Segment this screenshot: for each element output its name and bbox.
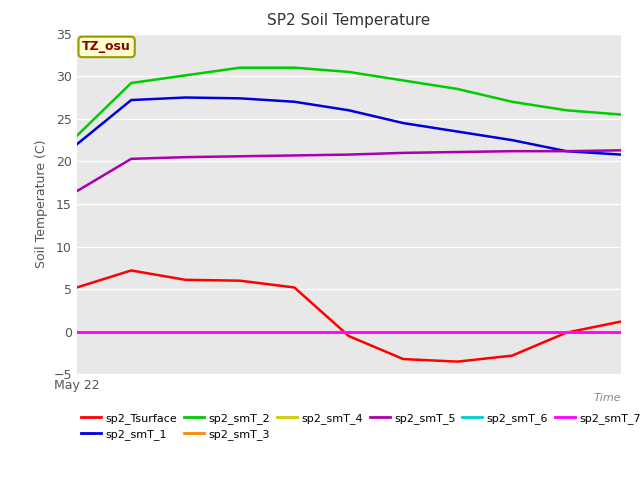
sp2_smT_5 (127, 156, 135, 162)
sp2_Tsurface (617, 319, 625, 324)
sp2_Tsurface (236, 278, 244, 284)
sp2_smT_6 (182, 329, 189, 335)
Line: sp2_Tsurface: sp2_Tsurface (77, 270, 621, 361)
sp2_smT_6 (617, 329, 625, 335)
sp2_smT_4 (182, 329, 189, 335)
Line: sp2_smT_5: sp2_smT_5 (77, 150, 621, 191)
sp2_smT_2 (454, 86, 461, 92)
sp2_smT_4 (617, 329, 625, 335)
sp2_smT_5 (73, 188, 81, 194)
sp2_smT_1 (236, 96, 244, 101)
sp2_smT_2 (127, 80, 135, 86)
sp2_smT_5 (617, 147, 625, 153)
sp2_smT_1 (399, 120, 407, 126)
sp2_smT_3 (345, 329, 353, 335)
sp2_smT_7 (508, 329, 516, 335)
sp2_smT_4 (508, 329, 516, 335)
sp2_smT_2 (182, 72, 189, 78)
sp2_smT_3 (399, 329, 407, 335)
sp2_smT_4 (454, 329, 461, 335)
sp2_smT_7 (454, 329, 461, 335)
sp2_smT_2 (236, 65, 244, 71)
sp2_smT_1 (73, 142, 81, 147)
sp2_smT_5 (236, 154, 244, 159)
sp2_smT_6 (563, 329, 570, 335)
Text: TZ_osu: TZ_osu (82, 40, 131, 53)
sp2_smT_6 (399, 329, 407, 335)
Line: sp2_smT_2: sp2_smT_2 (77, 68, 621, 136)
Title: SP2 Soil Temperature: SP2 Soil Temperature (267, 13, 431, 28)
sp2_smT_4 (127, 329, 135, 335)
sp2_smT_6 (345, 329, 353, 335)
sp2_smT_7 (291, 329, 298, 335)
sp2_smT_4 (399, 329, 407, 335)
sp2_smT_4 (73, 329, 81, 335)
sp2_smT_6 (508, 329, 516, 335)
sp2_Tsurface (182, 277, 189, 283)
sp2_smT_7 (399, 329, 407, 335)
sp2_smT_7 (127, 329, 135, 335)
Legend: sp2_Tsurface, sp2_smT_1, sp2_smT_2, sp2_smT_3, sp2_smT_4, sp2_smT_5, sp2_smT_6, : sp2_Tsurface, sp2_smT_1, sp2_smT_2, sp2_… (77, 408, 640, 445)
sp2_smT_3 (291, 329, 298, 335)
sp2_Tsurface (454, 359, 461, 364)
sp2_smT_4 (345, 329, 353, 335)
sp2_smT_1 (454, 129, 461, 134)
sp2_smT_2 (508, 99, 516, 105)
Line: sp2_smT_1: sp2_smT_1 (77, 97, 621, 155)
sp2_Tsurface (345, 333, 353, 339)
sp2_smT_1 (508, 137, 516, 143)
sp2_smT_5 (291, 153, 298, 158)
sp2_smT_5 (345, 152, 353, 157)
sp2_smT_6 (236, 329, 244, 335)
sp2_smT_6 (291, 329, 298, 335)
sp2_Tsurface (399, 356, 407, 362)
sp2_smT_1 (617, 152, 625, 157)
sp2_smT_1 (345, 108, 353, 113)
sp2_smT_4 (236, 329, 244, 335)
sp2_smT_2 (563, 108, 570, 113)
sp2_smT_6 (127, 329, 135, 335)
sp2_smT_5 (399, 150, 407, 156)
sp2_smT_3 (454, 329, 461, 335)
sp2_smT_3 (508, 329, 516, 335)
sp2_smT_7 (617, 329, 625, 335)
sp2_smT_3 (73, 329, 81, 335)
sp2_smT_2 (291, 65, 298, 71)
sp2_smT_1 (127, 97, 135, 103)
sp2_smT_1 (563, 148, 570, 154)
sp2_smT_6 (454, 329, 461, 335)
sp2_smT_7 (73, 329, 81, 335)
sp2_smT_5 (454, 149, 461, 155)
sp2_smT_2 (617, 112, 625, 118)
sp2_smT_2 (399, 78, 407, 84)
sp2_smT_3 (617, 329, 625, 335)
sp2_smT_5 (182, 154, 189, 160)
Y-axis label: Soil Temperature (C): Soil Temperature (C) (35, 140, 48, 268)
sp2_smT_2 (345, 69, 353, 75)
sp2_Tsurface (563, 330, 570, 336)
sp2_smT_4 (291, 329, 298, 335)
sp2_smT_5 (508, 148, 516, 154)
sp2_smT_7 (563, 329, 570, 335)
Text: Time: Time (593, 393, 621, 403)
sp2_Tsurface (508, 353, 516, 359)
sp2_smT_4 (563, 329, 570, 335)
sp2_Tsurface (127, 267, 135, 273)
sp2_smT_1 (291, 99, 298, 105)
sp2_smT_5 (563, 148, 570, 154)
sp2_smT_7 (182, 329, 189, 335)
sp2_smT_3 (236, 329, 244, 335)
sp2_smT_3 (182, 329, 189, 335)
sp2_smT_3 (127, 329, 135, 335)
sp2_smT_3 (563, 329, 570, 335)
sp2_smT_1 (182, 95, 189, 100)
sp2_smT_2 (73, 133, 81, 139)
sp2_Tsurface (73, 285, 81, 290)
sp2_smT_6 (73, 329, 81, 335)
sp2_Tsurface (291, 285, 298, 290)
sp2_smT_7 (236, 329, 244, 335)
sp2_smT_7 (345, 329, 353, 335)
